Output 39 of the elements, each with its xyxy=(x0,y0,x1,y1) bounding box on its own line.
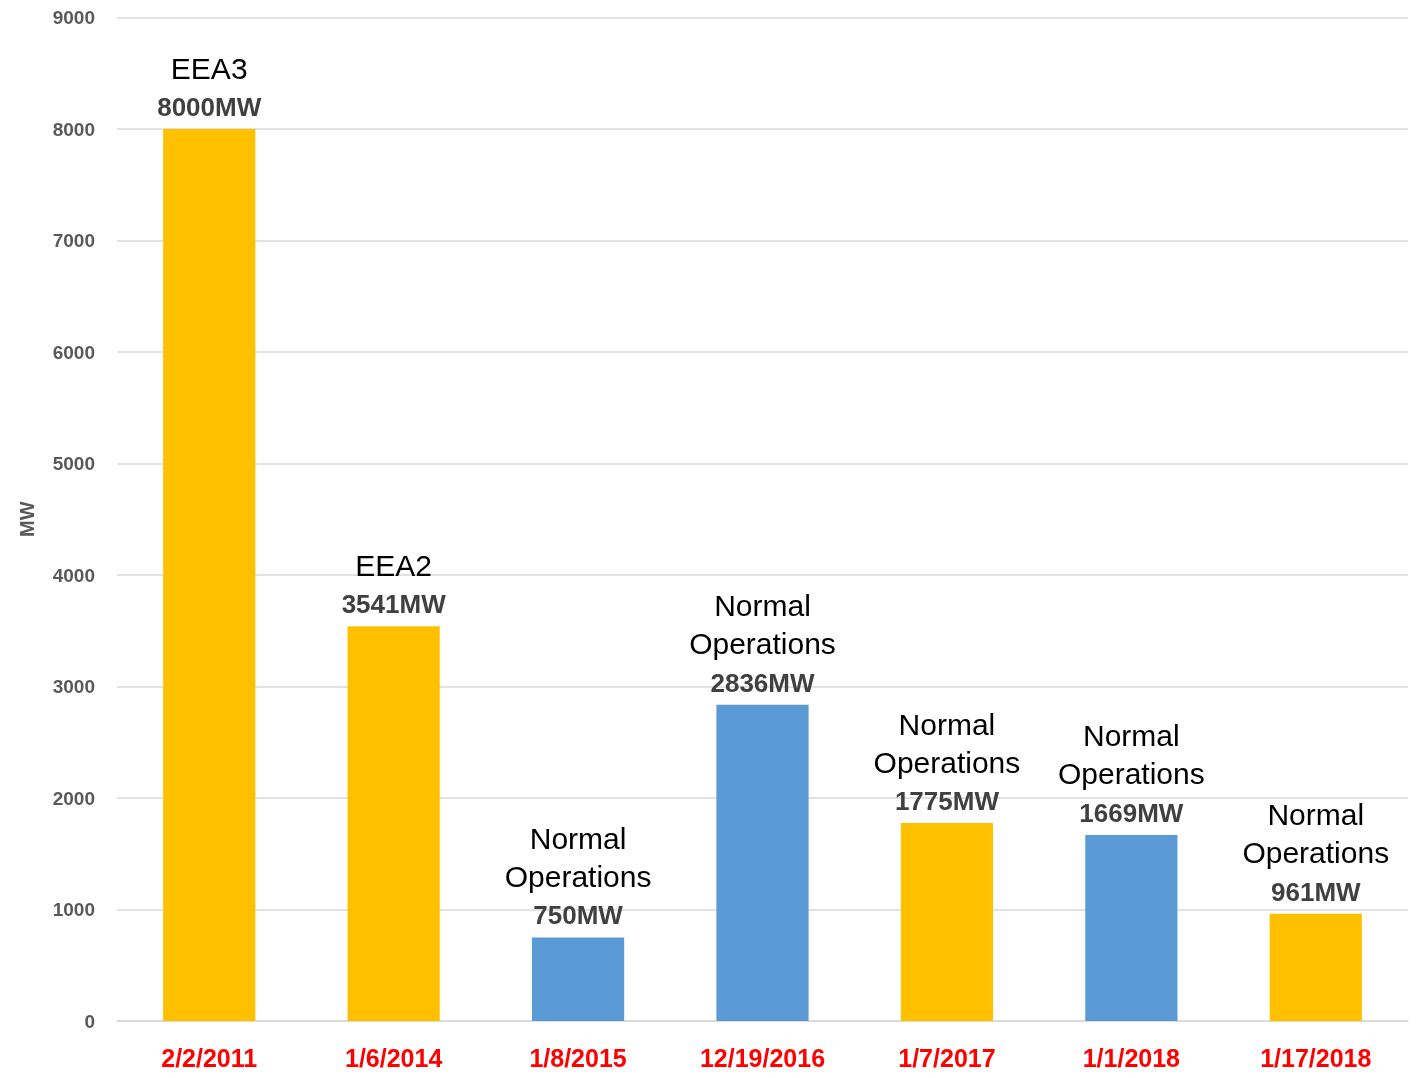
y-tick-label: 9000 xyxy=(52,7,95,28)
y-axis-title: MW xyxy=(16,501,38,538)
annotation: Normal Operations xyxy=(1242,798,1390,870)
y-tick-label: 8000 xyxy=(52,118,95,140)
x-tick-label: 1/1/2018 xyxy=(1082,1043,1181,1072)
data-label: 1775MW xyxy=(894,786,1000,817)
y-tick-label: 4000 xyxy=(52,564,95,586)
annotation: Normal Operations xyxy=(1057,719,1205,791)
x-tick-label: 1/6/2014 xyxy=(344,1043,443,1072)
bar xyxy=(1085,834,1178,1021)
data-label: 8000MW xyxy=(157,92,262,122)
y-tick-label: 1000 xyxy=(52,899,95,920)
annotation: Normal Operations xyxy=(689,589,836,661)
x-tick-label: 12/19/2016 xyxy=(699,1043,826,1072)
data-label: 2836MW xyxy=(710,667,815,698)
data-label: 750MW xyxy=(533,900,624,931)
y-tick-label: 0 xyxy=(84,1010,95,1032)
y-tick-label: 7000 xyxy=(52,230,95,251)
x-tick-label: 1/7/2017 xyxy=(898,1043,996,1072)
annotation: EEA3 xyxy=(170,51,248,85)
bar xyxy=(900,823,994,1021)
bar xyxy=(347,626,440,1021)
y-tick-label: 6000 xyxy=(52,341,95,363)
x-tick-label: 1/17/2018 xyxy=(1260,1043,1372,1072)
annotation: Normal Operations xyxy=(873,707,1021,779)
bar xyxy=(531,937,625,1021)
x-tick-label: 1/8/2015 xyxy=(529,1043,627,1072)
data-label: 1669MW xyxy=(1079,797,1184,828)
annotation: EEA2 xyxy=(355,548,432,582)
y-tick-label: 3000 xyxy=(52,676,95,697)
data-label: 3541MW xyxy=(341,589,447,620)
y-tick-label: 2000 xyxy=(52,787,95,809)
y-tick-label: 5000 xyxy=(52,453,95,474)
data-label: 961MW xyxy=(1271,876,1362,907)
x-tick-label: 2/2/2011 xyxy=(161,1043,258,1072)
bar xyxy=(716,704,809,1021)
bar xyxy=(1269,913,1362,1021)
annotation: Normal Operations xyxy=(504,821,652,893)
bar xyxy=(163,129,256,1021)
